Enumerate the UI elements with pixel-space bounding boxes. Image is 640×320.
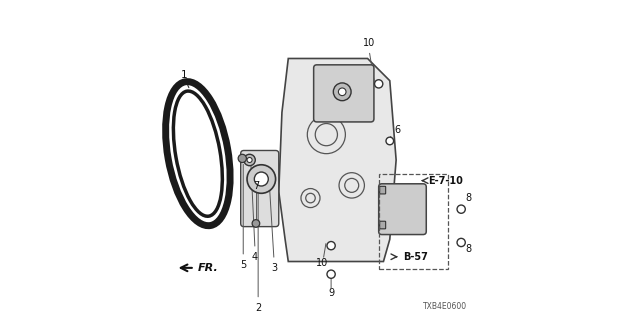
Text: 1: 1	[181, 69, 188, 80]
Circle shape	[457, 238, 465, 247]
Circle shape	[254, 172, 268, 186]
Circle shape	[374, 80, 383, 88]
Circle shape	[339, 88, 346, 96]
Text: TXB4E0600: TXB4E0600	[424, 302, 467, 311]
Text: 8: 8	[465, 244, 472, 254]
Text: 10: 10	[363, 38, 375, 48]
Text: 10: 10	[316, 258, 328, 268]
Circle shape	[333, 83, 351, 101]
FancyBboxPatch shape	[380, 221, 386, 229]
Text: B-57: B-57	[403, 252, 428, 262]
Text: 9: 9	[328, 288, 334, 299]
FancyBboxPatch shape	[380, 186, 386, 194]
Text: E-7-10: E-7-10	[428, 176, 463, 186]
Circle shape	[386, 137, 394, 145]
Text: FR.: FR.	[198, 263, 219, 273]
Circle shape	[247, 165, 276, 193]
Circle shape	[327, 270, 335, 278]
FancyBboxPatch shape	[314, 65, 374, 122]
Text: 8: 8	[465, 193, 472, 203]
Polygon shape	[279, 59, 396, 261]
Circle shape	[457, 205, 465, 213]
Circle shape	[252, 220, 260, 227]
Text: 2: 2	[255, 303, 261, 313]
FancyBboxPatch shape	[379, 184, 426, 235]
FancyBboxPatch shape	[241, 150, 279, 227]
Circle shape	[247, 157, 252, 163]
Circle shape	[238, 154, 246, 163]
Text: 5: 5	[240, 260, 246, 270]
Circle shape	[244, 154, 255, 166]
Circle shape	[327, 242, 335, 250]
Bar	[379, 174, 449, 269]
Text: 3: 3	[271, 263, 277, 273]
Text: 4: 4	[252, 252, 258, 262]
Text: 7: 7	[253, 180, 260, 191]
Text: 6: 6	[394, 125, 401, 135]
